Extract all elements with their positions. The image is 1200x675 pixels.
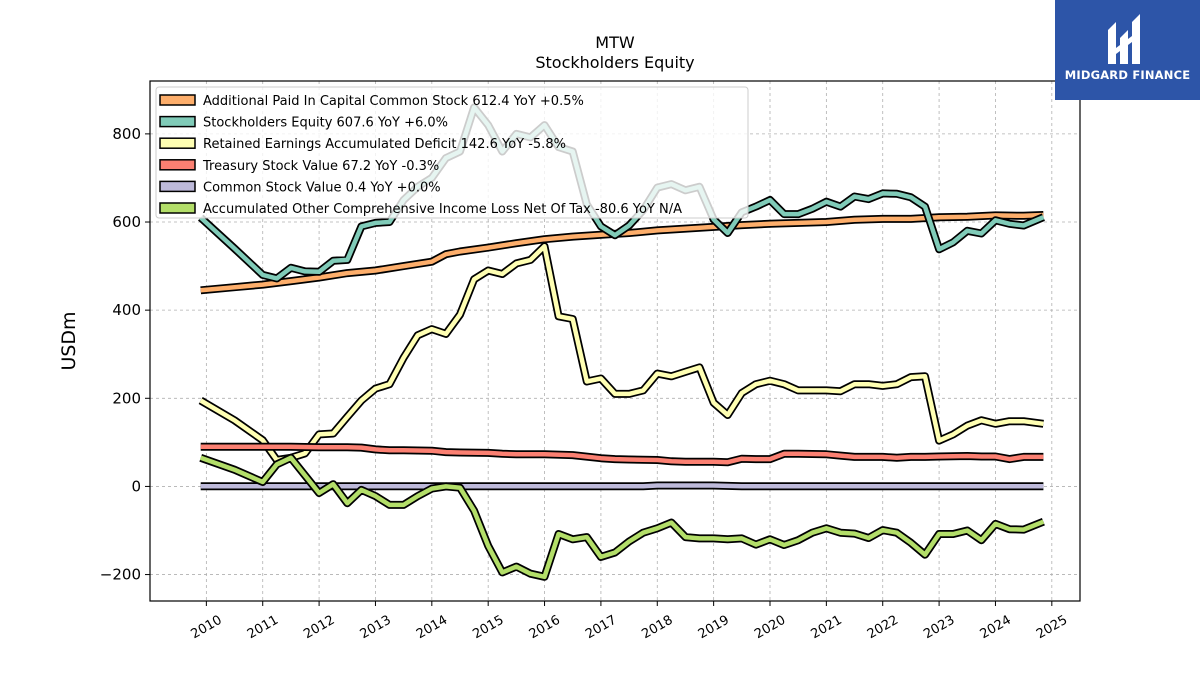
legend-swatch: [159, 202, 196, 214]
legend-label: Stockholders Equity 607.6 YoY +6.0%: [203, 116, 448, 131]
legend-label: Accumulated Other Comprehensive Income L…: [203, 202, 682, 217]
y-tick-label: 600: [112, 213, 141, 231]
legend-label: Common Stock Value 0.4 YoY +0.0%: [203, 180, 441, 195]
x-tick-label: 2010: [189, 613, 225, 643]
x-tick-label: 2019: [696, 613, 732, 643]
legend-label: Additional Paid In Capital Common Stock …: [203, 94, 584, 109]
legend-swatch: [159, 180, 196, 193]
y-tick-label: 0: [131, 477, 141, 495]
x-tick-label: 2014: [414, 613, 450, 643]
x-tick-label: 2020: [752, 613, 788, 643]
series-line-3: [199, 244, 1044, 463]
midgard-finance-logo-icon: [1108, 14, 1140, 64]
x-tick-label: 2012: [301, 613, 337, 643]
x-tick-label: 2018: [639, 613, 675, 643]
y-tick-label: 800: [112, 125, 141, 143]
legend-swatch: [159, 159, 196, 171]
plot-area-frame: [149, 80, 1081, 602]
brand-logo: MIDGARD FINANCE: [1055, 0, 1200, 100]
legend: Additional Paid In Capital Common Stock …: [155, 86, 749, 219]
x-tick-label: 2015: [470, 613, 506, 643]
chart-subtitle: Stockholders Equity: [535, 53, 694, 72]
series-lines: [198, 103, 1045, 581]
chart-titles: MTW Stockholders Equity: [535, 33, 694, 72]
legend-label: Treasury Stock Value 67.2 YoY -0.3%: [202, 159, 439, 174]
y-axis-ticks: −200 0 200 400 600 800: [100, 125, 150, 584]
x-axis-ticks: 2010 2011 2012 2013 2014 2015 2016 2017 2018 2019…: [189, 601, 1070, 643]
legend-swatch: [159, 137, 196, 149]
legend-frame: [155, 86, 749, 219]
x-tick-label: 2024: [978, 613, 1014, 643]
series-outline-6: [199, 453, 1045, 581]
legend-label: Retained Earnings Accumulated Deficit 14…: [203, 137, 566, 152]
y-tick-label: −200: [100, 566, 141, 584]
legend-swatch: [159, 115, 196, 128]
y-tick-label: 400: [112, 301, 141, 319]
x-tick-label: 2021: [809, 613, 845, 643]
x-tick-label: 2023: [921, 613, 957, 643]
legend-swatch: [159, 94, 196, 106]
x-tick-label: 2017: [583, 613, 619, 643]
x-tick-label: 2016: [527, 613, 563, 643]
logo-text: MIDGARD FINANCE: [1064, 68, 1191, 82]
y-tick-label: 200: [112, 389, 141, 407]
x-tick-label: 2013: [358, 613, 394, 643]
y-axis-label: USDm: [58, 311, 80, 370]
x-tick-label: 2025: [1034, 613, 1070, 643]
chart-title: MTW: [595, 33, 635, 52]
series-line-6: [199, 455, 1045, 580]
x-tick-label: 2022: [865, 613, 901, 643]
series-line-4: [200, 444, 1044, 465]
x-tick-label: 2011: [245, 613, 281, 643]
